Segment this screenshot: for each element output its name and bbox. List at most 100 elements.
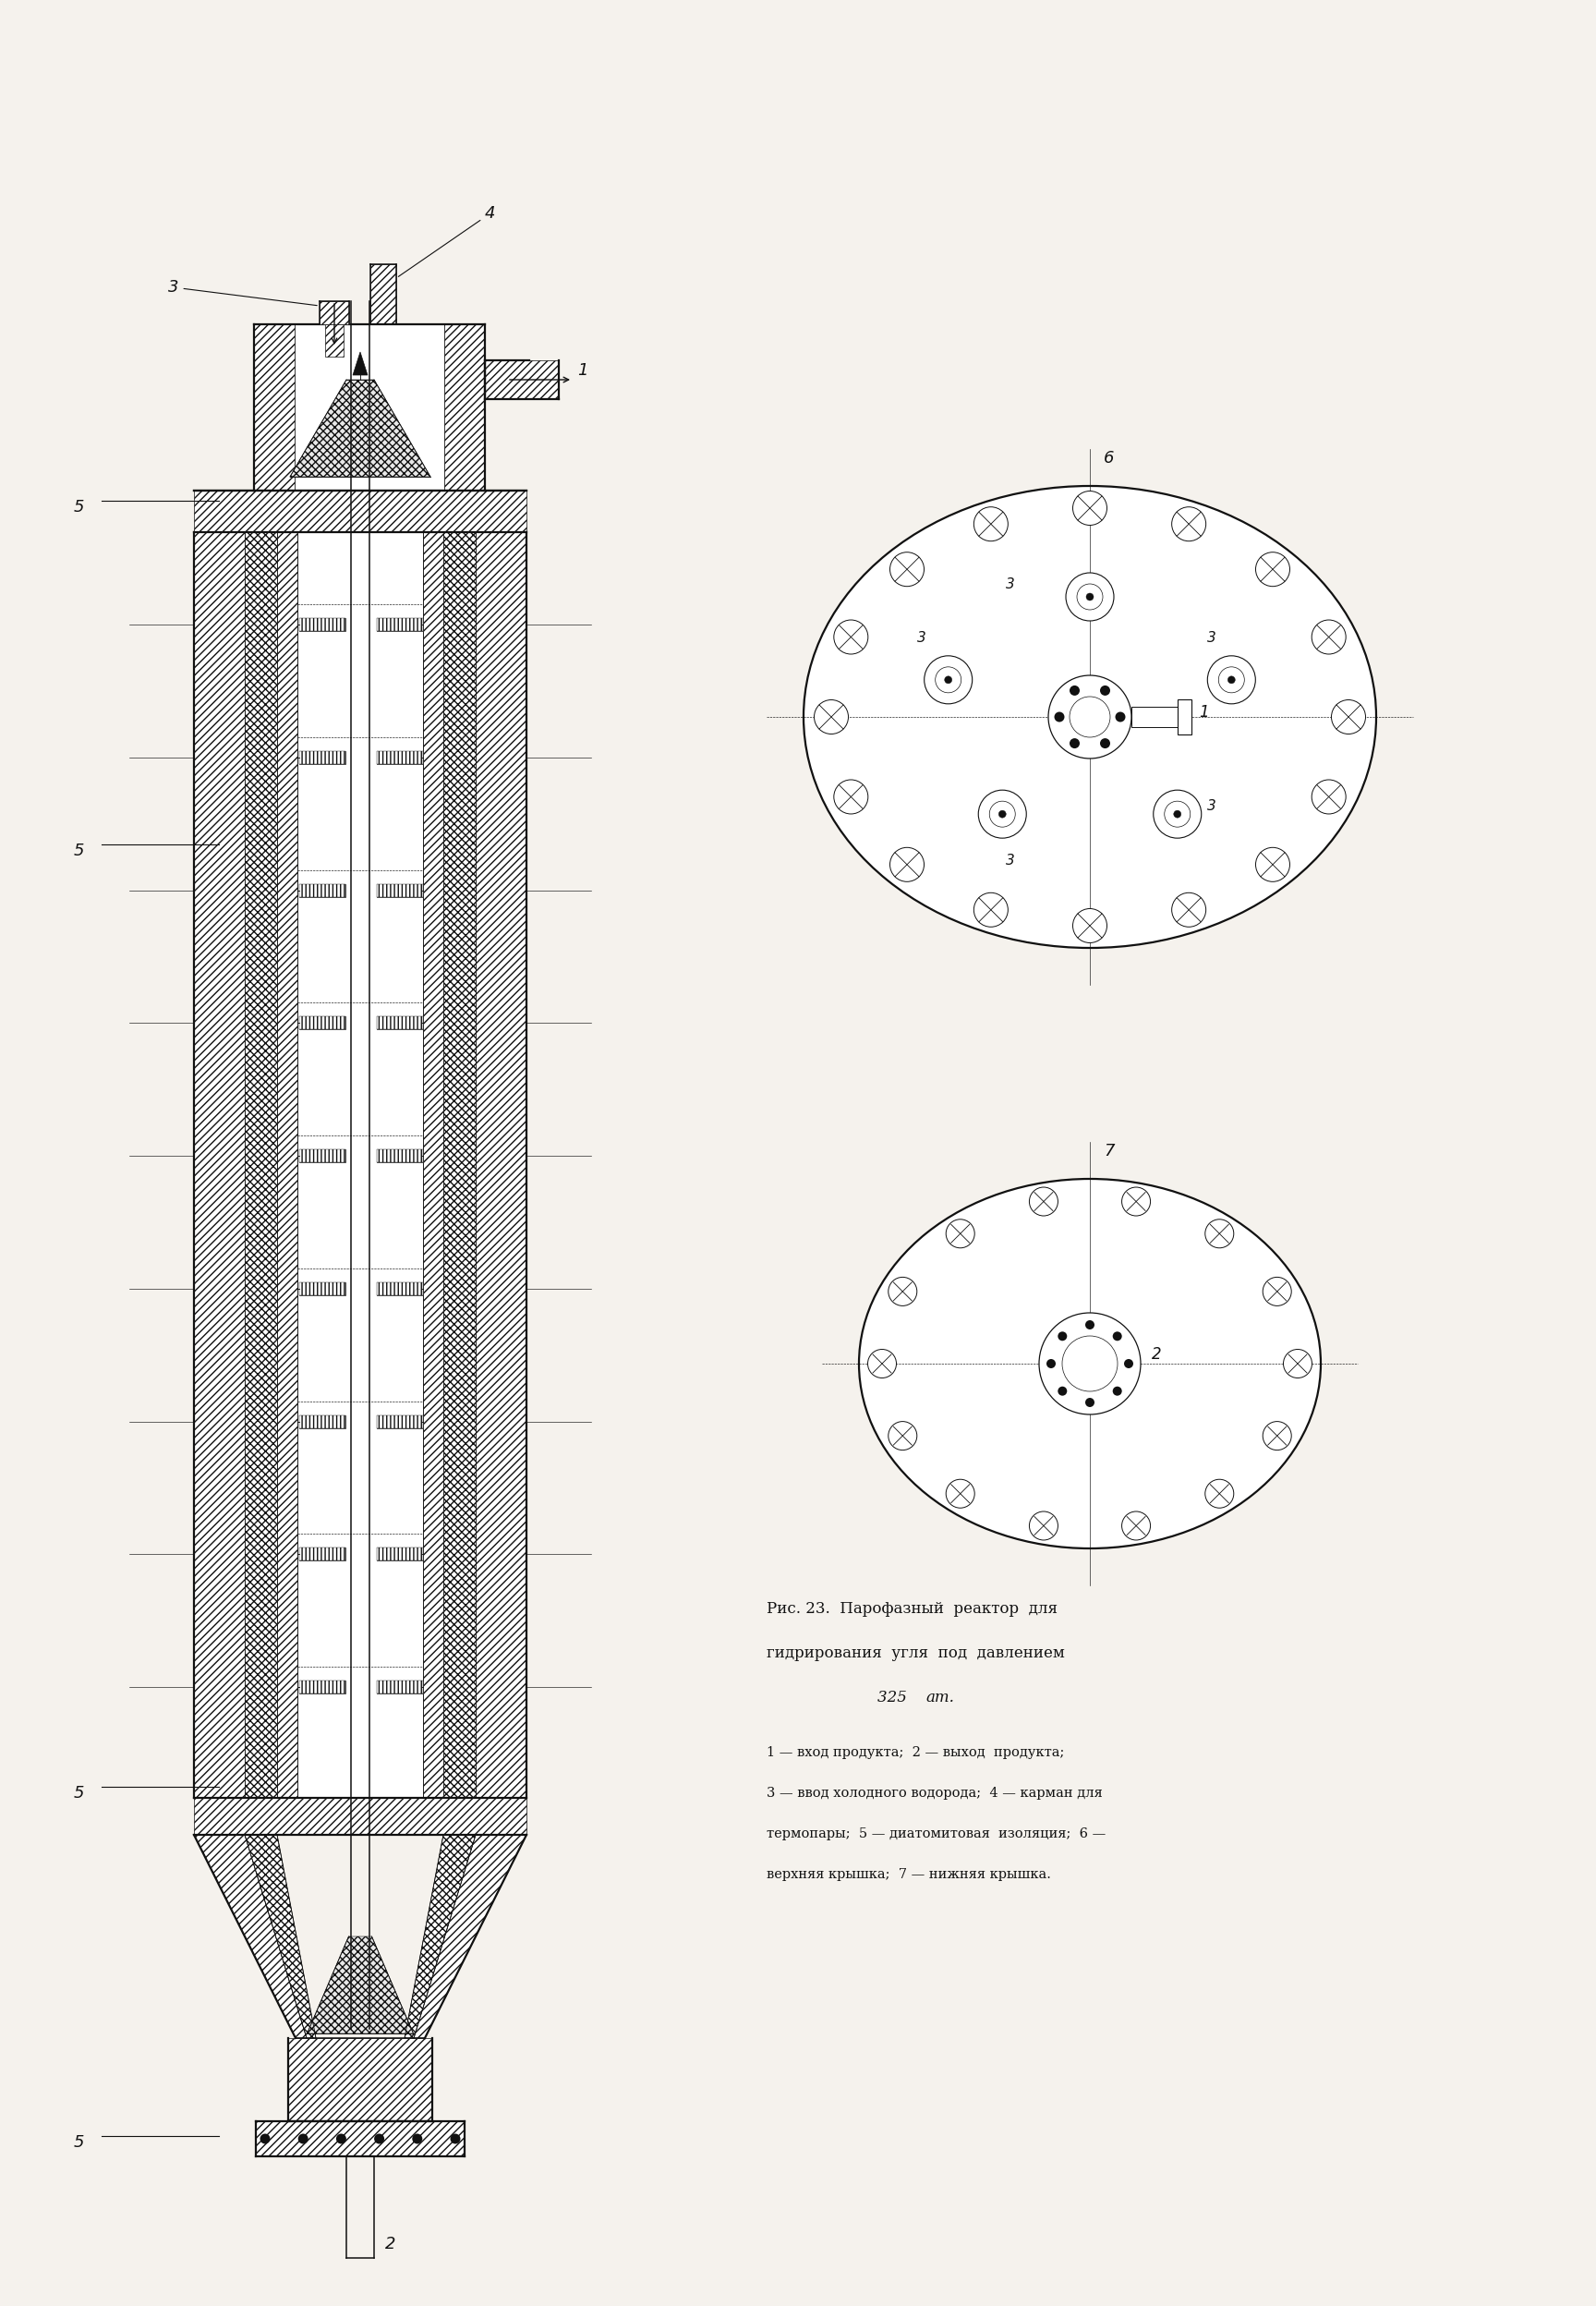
Circle shape (1063, 1335, 1117, 1391)
Circle shape (1039, 1312, 1141, 1414)
Polygon shape (290, 380, 431, 477)
Text: термопары;  5 — диатомитовая  изоляция;  6 —: термопары; 5 — диатомитовая изоляция; 6 … (766, 1826, 1106, 1840)
Circle shape (1073, 491, 1108, 526)
Circle shape (1112, 1331, 1122, 1340)
Circle shape (891, 551, 924, 586)
Text: 5: 5 (73, 498, 85, 514)
Bar (295, 325, 444, 491)
Circle shape (1122, 1510, 1151, 1540)
Bar (1132, 706, 1183, 726)
Circle shape (833, 779, 868, 814)
Circle shape (935, 666, 961, 692)
Bar (485, 367, 530, 387)
Bar (377, 1148, 423, 1162)
Bar (326, 325, 343, 357)
Circle shape (1331, 699, 1366, 733)
Bar (476, 533, 527, 1799)
Bar (377, 1282, 423, 1296)
Text: 325: 325 (878, 1690, 911, 1706)
Bar (319, 302, 350, 325)
Bar (300, 883, 345, 897)
Circle shape (1218, 666, 1245, 692)
Circle shape (1112, 1386, 1122, 1395)
Circle shape (999, 809, 1005, 819)
Circle shape (1208, 655, 1256, 703)
Circle shape (1124, 1358, 1133, 1367)
Circle shape (946, 1220, 975, 1248)
Circle shape (1154, 791, 1202, 837)
Text: ат.: ат. (926, 1690, 954, 1706)
Bar (423, 533, 444, 1799)
Text: 4: 4 (399, 205, 495, 277)
Polygon shape (195, 1836, 306, 2039)
Circle shape (1312, 620, 1345, 655)
Polygon shape (306, 1937, 413, 2034)
Bar (300, 1282, 345, 1296)
Ellipse shape (859, 1178, 1321, 1547)
Text: 5: 5 (73, 842, 85, 860)
Bar (289, 2039, 433, 2122)
Bar (377, 883, 423, 897)
Circle shape (260, 2133, 270, 2145)
Circle shape (1100, 685, 1111, 696)
Circle shape (868, 1349, 897, 1379)
Bar (377, 1282, 423, 1296)
Polygon shape (404, 1836, 476, 2039)
Circle shape (974, 892, 1009, 927)
Bar (377, 1547, 423, 1561)
Circle shape (1073, 909, 1108, 943)
Text: 3 — ввод холодного водорода;  4 — карман для: 3 — ввод холодного водорода; 4 — карман … (766, 1787, 1103, 1799)
Bar (377, 752, 423, 763)
Text: 3: 3 (916, 632, 926, 646)
Text: верхняя крышка;  7 — нижняя крышка.: верхняя крышка; 7 — нижняя крышка. (766, 1868, 1050, 1882)
Circle shape (1069, 738, 1080, 749)
Circle shape (1069, 685, 1080, 696)
Bar (377, 1681, 423, 1693)
Bar (278, 533, 297, 1799)
Bar (377, 752, 423, 763)
Bar (300, 1681, 345, 1693)
Bar (377, 1416, 423, 1427)
Text: 7: 7 (1104, 1144, 1114, 1160)
Bar (300, 1148, 345, 1162)
Bar (377, 1148, 423, 1162)
Circle shape (1173, 809, 1181, 819)
Bar (300, 752, 345, 763)
Circle shape (1262, 1278, 1291, 1305)
Text: 3: 3 (1207, 800, 1216, 814)
Bar (300, 1547, 345, 1561)
Text: 3: 3 (168, 279, 318, 304)
Circle shape (450, 2133, 460, 2145)
Bar (300, 1681, 345, 1693)
Bar (377, 1017, 423, 1028)
Circle shape (1085, 1321, 1095, 1331)
Circle shape (974, 507, 1009, 542)
Bar (297, 533, 423, 1799)
Bar (300, 618, 345, 632)
Text: 3: 3 (1207, 632, 1216, 646)
Bar (377, 1416, 423, 1427)
Bar (377, 1017, 423, 1028)
Bar (195, 491, 527, 533)
Bar (300, 1416, 345, 1427)
Text: Рис. 23.  Парофазный  реактор  для: Рис. 23. Парофазный реактор для (766, 1600, 1058, 1617)
Circle shape (337, 2133, 346, 2145)
Text: 1: 1 (578, 362, 587, 378)
Circle shape (1066, 572, 1114, 620)
Circle shape (978, 791, 1026, 837)
Bar (195, 1799, 527, 1836)
Circle shape (1205, 1220, 1234, 1248)
Bar (444, 325, 485, 491)
Circle shape (1085, 1397, 1095, 1407)
Circle shape (946, 1480, 975, 1508)
Circle shape (1122, 1188, 1151, 1215)
Circle shape (1171, 507, 1207, 542)
Bar (244, 533, 278, 1799)
Polygon shape (353, 353, 367, 376)
Circle shape (1283, 1349, 1312, 1379)
Circle shape (1029, 1510, 1058, 1540)
Bar (300, 752, 345, 763)
Circle shape (945, 676, 951, 683)
Circle shape (1116, 713, 1125, 722)
Polygon shape (413, 1836, 527, 2039)
